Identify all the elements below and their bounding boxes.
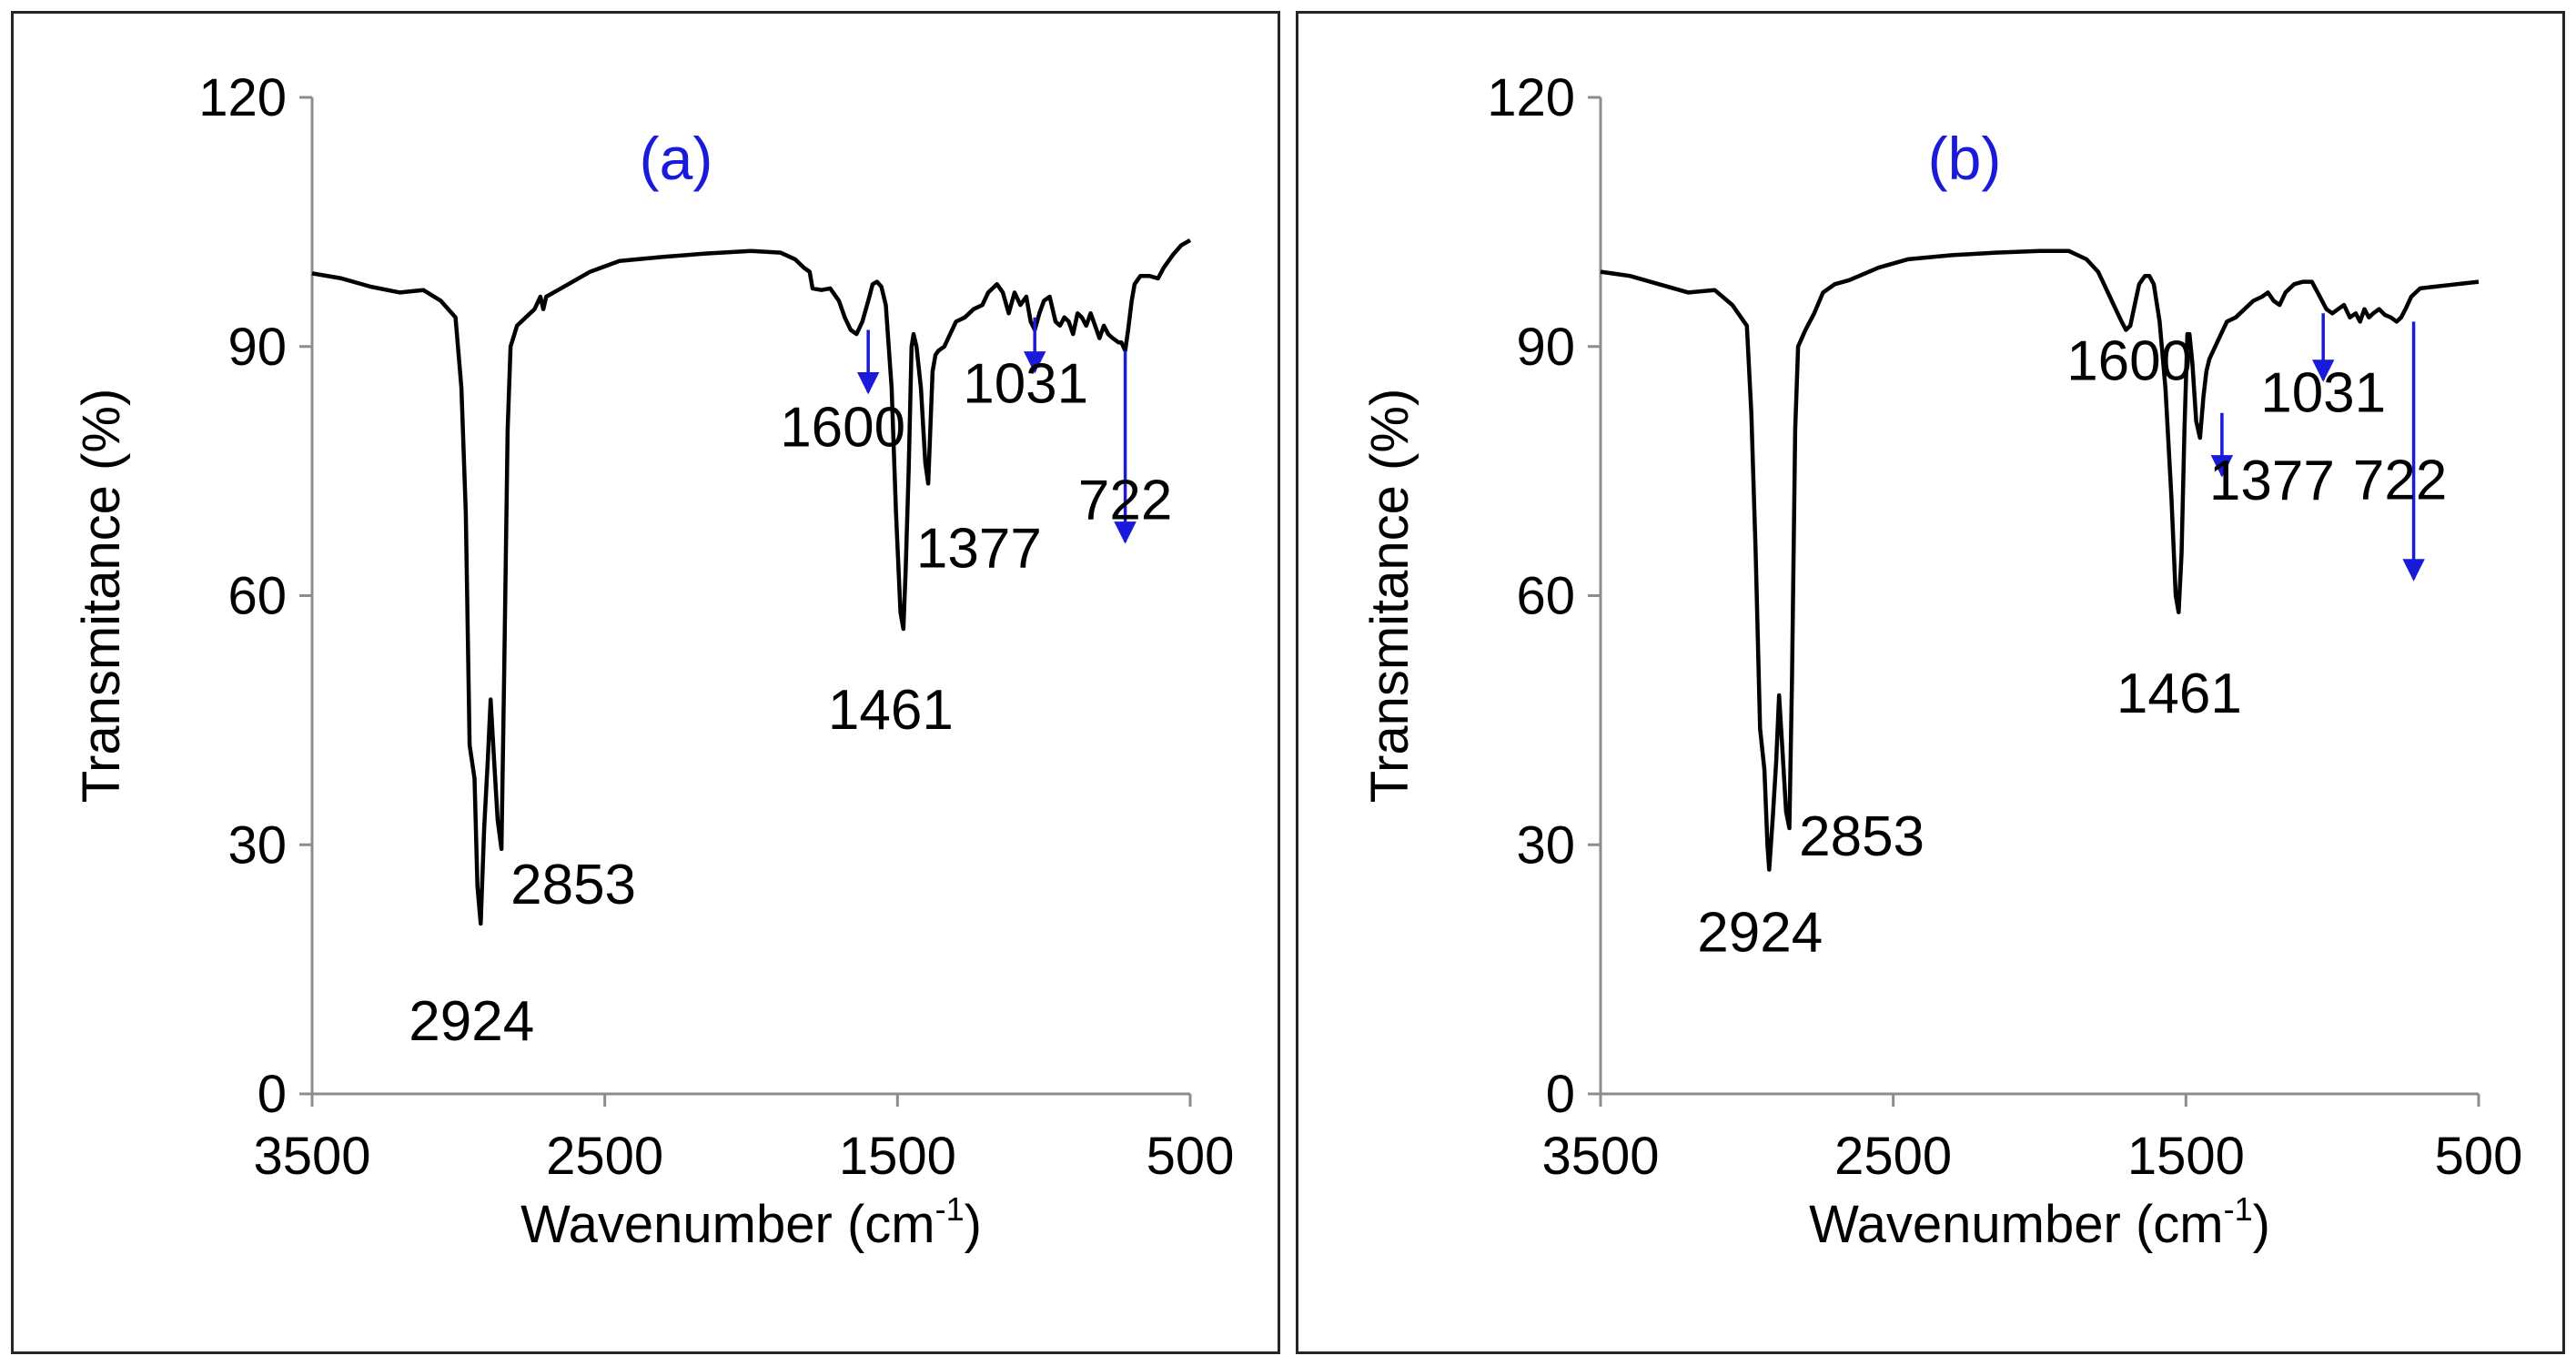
y-tick-label: 90 (227, 318, 287, 377)
x-tick-label: 500 (2435, 1127, 2523, 1186)
x-axis-label: Wavenumber (cm-1) (520, 1190, 982, 1254)
y-tick-label: 0 (1546, 1065, 1575, 1124)
y-tick-label: 120 (1487, 68, 1575, 127)
spectrum-line (1600, 248, 2480, 872)
y-tick-label: 60 (227, 567, 287, 626)
y-tick-label: 90 (1516, 318, 1575, 377)
x-tick-label: 500 (1147, 1127, 1235, 1186)
x-axis-label: Wavenumber (cm-1) (1809, 1190, 2270, 1254)
peak-label: 2853 (1799, 805, 1924, 868)
y-axis-label: Transmitance (%) (1360, 389, 1419, 804)
peak-label: 1031 (2260, 361, 2386, 424)
peak-label: 722 (2353, 449, 2447, 511)
peak-label: 2924 (1697, 902, 1823, 965)
x-tick-label: 2500 (1834, 1127, 1952, 1186)
peak-label: 1377 (2209, 450, 2335, 512)
chart-a: 0 30 60 90 120 3500 2500 1500 500 Wavenumber (cm-… (72, 68, 1235, 1254)
y-tick-label: 120 (198, 68, 287, 127)
peak-label: 2853 (510, 854, 636, 916)
y-tick-label: 60 (1516, 567, 1575, 626)
panel-title: (b) (1928, 125, 2002, 192)
peak-label: 2924 (409, 990, 534, 1053)
x-tick-label: 3500 (253, 1127, 370, 1186)
peak-label: 1461 (2116, 663, 2242, 725)
peak-label: 1031 (963, 353, 1088, 416)
peak-label: 1461 (828, 679, 954, 742)
y-tick-label: 0 (258, 1065, 287, 1124)
peak-label: 1377 (916, 517, 1042, 580)
peak-label: 1600 (2066, 330, 2192, 393)
chart-b: 0 30 60 90 120 3500 2500 1500 500 Wavenumber (cm-… (1360, 68, 2523, 1254)
x-tick-label: 2500 (546, 1127, 663, 1186)
x-tick-label: 1500 (2127, 1127, 2245, 1186)
y-tick-label: 30 (227, 815, 287, 875)
x-tick-label: 1500 (839, 1127, 956, 1186)
panel-title: (a) (640, 125, 713, 192)
x-tick-label: 3500 (1541, 1127, 1659, 1186)
peak-label: 1600 (780, 397, 905, 460)
y-axis-label: Transmitance (%) (72, 389, 131, 804)
chart-panel-b: 0 30 60 90 120 3500 2500 1500 500 Wavenumber (cm-… (1296, 11, 2565, 1354)
peak-label: 722 (1078, 469, 1172, 531)
chart-panel-a: 0 30 60 90 120 3500 2500 1500 500 Wavenumber (cm-… (11, 11, 1280, 1354)
spectrum-line (311, 238, 1192, 926)
y-tick-label: 30 (1516, 815, 1575, 875)
